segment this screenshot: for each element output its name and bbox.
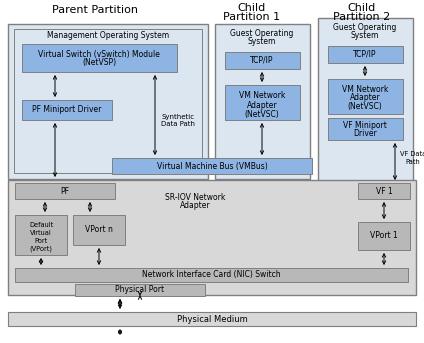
Bar [215,24,310,179]
Text: Network Interface Card (NIC) Switch: Network Interface Card (NIC) Switch [142,271,280,280]
Bar [8,24,208,179]
Text: Physical Port: Physical Port [115,285,165,295]
Text: Virtual Machine Bus (VMBus): Virtual Machine Bus (VMBus) [156,162,268,170]
Text: VF Data
Path: VF Data Path [400,152,424,165]
Bar [328,46,403,63]
Bar [328,79,403,114]
Text: Adapter: Adapter [247,100,277,109]
Text: (NetVSC): (NetVSC) [348,103,382,111]
Text: Virtual: Virtual [30,230,52,236]
Bar [318,18,413,183]
Text: System: System [248,37,276,47]
Bar [22,100,112,120]
Bar [358,183,410,199]
Text: Management Operating System: Management Operating System [47,32,169,40]
Bar [8,312,416,326]
Text: VPort 1: VPort 1 [370,232,398,240]
Text: Port: Port [34,238,47,244]
Text: System: System [351,32,379,40]
Bar [14,29,202,173]
Text: Default: Default [29,222,53,228]
Text: SR-IOV Network: SR-IOV Network [165,192,225,201]
Bar [358,222,410,250]
Text: Child: Child [238,3,266,13]
Bar [112,158,312,174]
Text: Synthetic
Data Path: Synthetic Data Path [161,114,195,127]
Text: Adapter: Adapter [180,201,210,211]
Text: PF: PF [61,187,70,196]
Bar [328,118,403,140]
Bar [225,52,300,69]
Text: Physical Medium: Physical Medium [177,315,247,323]
Text: VF 1: VF 1 [376,187,392,196]
Text: TCP/IP: TCP/IP [353,49,377,59]
Text: VF Miniport: VF Miniport [343,120,387,130]
Text: TCP/IP: TCP/IP [250,56,274,64]
Text: PF Miniport Driver: PF Miniport Driver [32,106,102,115]
Text: (VPort): (VPort) [30,246,53,252]
Text: VPort n: VPort n [85,225,113,235]
Bar [15,268,408,282]
Bar [15,183,115,199]
Bar [8,180,416,295]
Text: Adapter: Adapter [350,94,380,103]
Text: Virtual Switch (vSwitch) Module: Virtual Switch (vSwitch) Module [38,49,160,59]
Text: Parent Partition: Parent Partition [52,5,138,15]
Bar [225,85,300,120]
Text: Guest Operating: Guest Operating [333,24,397,33]
Bar [22,44,177,72]
Text: (NetVSP): (NetVSP) [82,59,116,68]
Bar [73,215,125,245]
Text: Guest Operating: Guest Operating [230,29,294,38]
Bar [75,284,205,296]
Text: VM Network: VM Network [342,84,388,94]
Text: Partition 2: Partition 2 [333,12,391,22]
Text: (NetVSC): (NetVSC) [245,109,279,118]
Text: Driver: Driver [353,129,377,138]
Bar [15,215,67,255]
Text: Partition 1: Partition 1 [223,12,281,22]
Text: Child: Child [348,3,376,13]
Text: VM Network: VM Network [239,92,285,100]
